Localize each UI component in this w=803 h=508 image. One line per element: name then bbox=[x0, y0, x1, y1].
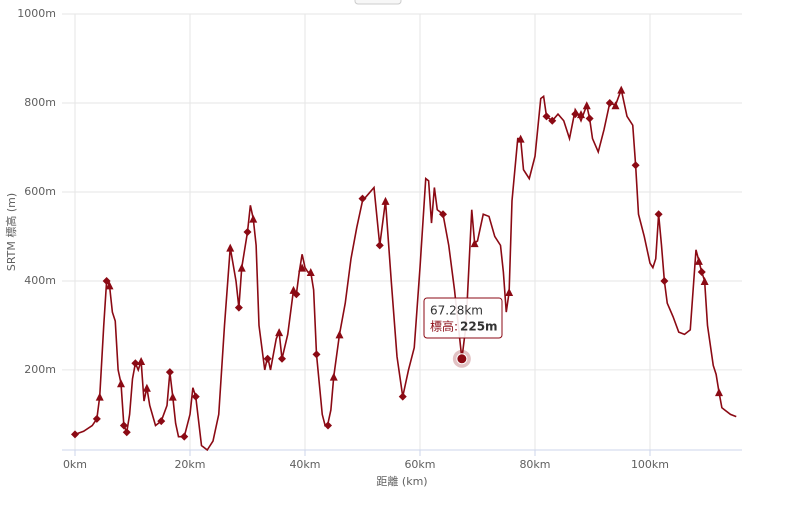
triangle-marker bbox=[142, 383, 151, 392]
triangle-marker bbox=[168, 392, 177, 401]
triangle-marker bbox=[329, 372, 338, 381]
triangle-marker bbox=[95, 392, 104, 401]
x-tick-label: 0km bbox=[63, 458, 87, 471]
triangle-marker bbox=[335, 330, 344, 339]
triangle-marker bbox=[237, 263, 246, 272]
y-tick-label: 800m bbox=[24, 96, 56, 109]
diamond-marker bbox=[654, 210, 663, 219]
diamond-marker bbox=[323, 421, 332, 430]
diamond-marker bbox=[548, 116, 557, 125]
diamond-marker bbox=[122, 428, 131, 437]
x-axis-label: 距離 (km) bbox=[376, 474, 427, 488]
diamond-marker bbox=[571, 110, 580, 119]
tooltip-box bbox=[423, 297, 503, 339]
triangle-marker bbox=[275, 328, 284, 337]
diamond-marker bbox=[438, 210, 447, 219]
diamond-marker bbox=[180, 432, 189, 441]
diamond-marker bbox=[585, 114, 594, 123]
triangle-marker bbox=[617, 85, 626, 94]
diamond-marker bbox=[631, 161, 640, 170]
triangle-marker bbox=[298, 263, 307, 272]
triangle-marker bbox=[700, 276, 709, 285]
elevation-line bbox=[74, 86, 737, 452]
x-tick-label: 20km bbox=[174, 458, 205, 471]
triangle-marker bbox=[694, 256, 703, 265]
diamond-marker bbox=[92, 414, 101, 423]
triangle-marker bbox=[116, 379, 125, 388]
triangle-marker bbox=[470, 239, 479, 248]
triangle-marker bbox=[576, 110, 585, 119]
y-tick-label: 400m bbox=[24, 274, 56, 287]
diamond-marker bbox=[277, 354, 286, 363]
menu-button[interactable] bbox=[354, 0, 402, 5]
diamond-marker bbox=[119, 421, 128, 430]
diamond-marker bbox=[375, 241, 384, 250]
diamond-marker bbox=[131, 359, 140, 368]
tooltip-value: 225m bbox=[460, 320, 498, 334]
diamond-marker bbox=[542, 112, 551, 121]
y-tick-label: 200m bbox=[24, 363, 56, 376]
diamond-marker bbox=[263, 354, 272, 363]
diamond-marker bbox=[605, 98, 614, 107]
diamond-marker bbox=[243, 228, 252, 236]
triangle-marker bbox=[137, 357, 146, 366]
x-tick-label: 40km bbox=[289, 458, 320, 471]
triangle-marker bbox=[249, 214, 258, 223]
diamond-marker bbox=[165, 368, 174, 377]
diamond-marker bbox=[102, 276, 111, 285]
diamond-marker bbox=[358, 194, 367, 203]
diamond-marker bbox=[157, 417, 166, 426]
x-tick-label: 100km bbox=[631, 458, 669, 471]
diamond-marker bbox=[191, 392, 200, 401]
triangle-marker bbox=[306, 268, 315, 277]
y-tick-label: 600m bbox=[24, 185, 56, 198]
y-tick-label: 1000m bbox=[17, 7, 56, 20]
diamond-marker bbox=[70, 430, 79, 439]
triangle-marker bbox=[582, 101, 591, 110]
triangle-marker bbox=[611, 101, 620, 110]
y-axis-label: SRTM 標高 (m) bbox=[4, 193, 18, 271]
diamond-marker bbox=[697, 268, 706, 277]
x-tick-label: 80km bbox=[519, 458, 550, 471]
hover-point bbox=[456, 353, 468, 365]
triangle-marker bbox=[226, 243, 235, 252]
tooltip-series: 標高: bbox=[430, 319, 458, 334]
diamond-marker bbox=[660, 276, 669, 285]
diamond-marker bbox=[398, 392, 407, 401]
x-tick-label: 60km bbox=[404, 458, 435, 471]
diamond-marker bbox=[234, 303, 243, 312]
triangle-marker bbox=[381, 196, 390, 205]
triangle-marker bbox=[505, 288, 514, 297]
diamond-marker bbox=[312, 350, 321, 359]
triangle-marker bbox=[714, 388, 723, 397]
triangle-marker bbox=[289, 285, 298, 294]
tooltip-title: 67.28km bbox=[430, 304, 483, 318]
triangle-marker bbox=[516, 134, 525, 143]
triangle-marker bbox=[105, 281, 114, 290]
